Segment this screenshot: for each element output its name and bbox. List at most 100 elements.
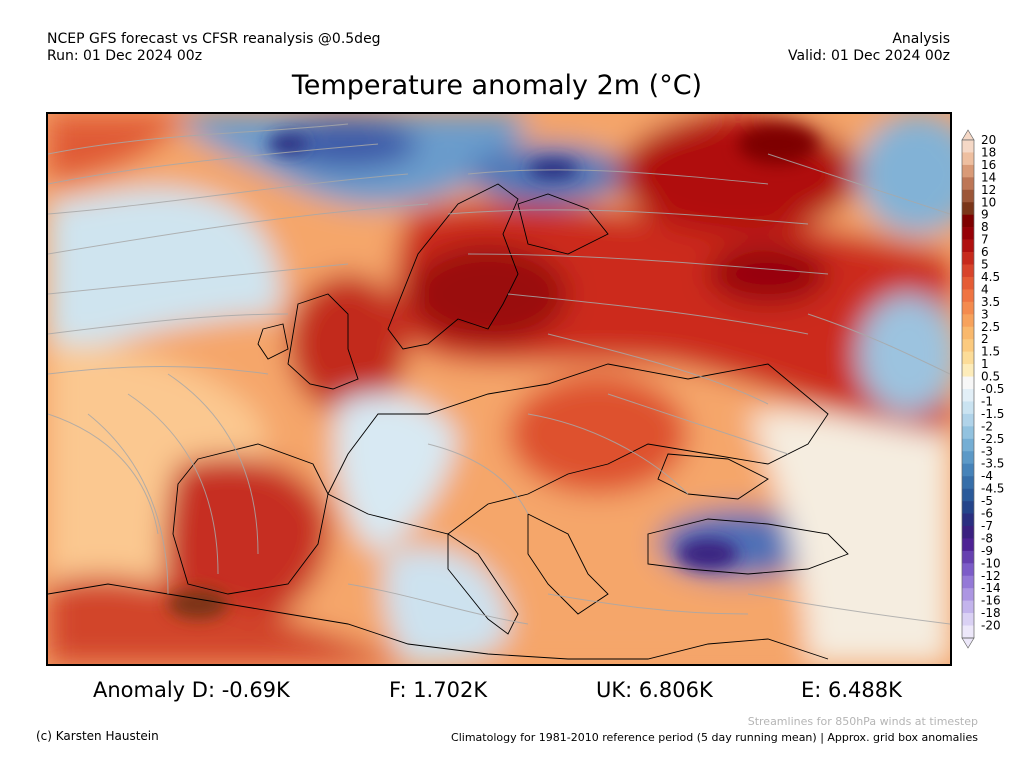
colorbar-swatch: [962, 351, 974, 365]
climatology-note: Climatology for 1981-2010 reference peri…: [451, 731, 978, 744]
colorbar-arrow-max: [961, 129, 975, 141]
colorbar-label: -2.5: [981, 432, 1004, 446]
colorbar-swatch: [962, 314, 974, 328]
colorbar-label: -4: [981, 469, 993, 483]
colorbar-label: 3.5: [981, 295, 1000, 309]
colorbar-label: 9: [981, 208, 989, 222]
colorbar-label: 0.5: [981, 370, 1000, 384]
colorbar-label: -12: [981, 569, 1001, 583]
colorbar-label: -20: [981, 619, 1001, 633]
colorbar-label: 18: [981, 145, 996, 159]
colorbar-label: -7: [981, 519, 993, 533]
colorbar-label: -1.5: [981, 407, 1004, 421]
analysis-label: Analysis: [892, 31, 950, 47]
colorbar-swatch: [962, 189, 974, 203]
colorbar-swatch: [962, 613, 974, 626]
run-time: Run: 01 Dec 2024 00z: [47, 48, 203, 64]
stat-uk: UK: 6.806K: [596, 678, 713, 702]
colorbar-swatch: [962, 538, 974, 552]
colorbar-swatch: [962, 488, 974, 502]
colorbar-label: 5: [981, 258, 989, 272]
colorbar-swatch: [962, 426, 974, 440]
colorbar-swatch: [962, 563, 974, 577]
anomaly-map: [46, 112, 952, 666]
model-description: NCEP GFS forecast vs CFSR reanalysis @0.…: [47, 31, 381, 47]
stat-england: E: 6.488K: [801, 678, 902, 702]
colorbar-swatch: [962, 239, 974, 253]
colorbar-frame: [961, 139, 975, 639]
colorbar-label: -16: [981, 594, 1001, 608]
colorbar-label: -3: [981, 444, 993, 458]
colorbar-swatch: [962, 438, 974, 452]
colorbar-label: 7: [981, 233, 989, 247]
colorbar-swatch: [962, 264, 974, 278]
colorbar-swatch: [962, 389, 974, 402]
colorbar-label: 4.5: [981, 270, 1000, 284]
colorbar-swatch: [962, 214, 974, 228]
colorbar-label: 4: [981, 282, 989, 296]
colorbar-swatch: [962, 476, 974, 489]
colorbar-swatch: [962, 401, 974, 415]
colorbar-label: 1: [981, 357, 989, 371]
colorbar-swatch: [962, 177, 974, 191]
colorbar-arrow-min: [961, 637, 975, 649]
anomaly-field: [48, 114, 950, 664]
colorbar-label: -10: [981, 556, 1001, 570]
colorbar-swatch: [962, 152, 974, 166]
colorbar-swatch: [962, 202, 974, 215]
header-right: Analysis Valid: 01 Dec 2024 00z: [788, 31, 950, 65]
map-title: Temperature anomaly 2m (°C): [291, 70, 703, 101]
colorbar-swatch: [962, 451, 974, 464]
colorbar-label: 16: [981, 158, 996, 172]
colorbar-label: 2.5: [981, 320, 1000, 334]
colorbar-label: -4.5: [981, 482, 1004, 496]
streamline-note: Streamlines for 850hPa winds at timestep: [747, 715, 978, 728]
colorbar-label: -2: [981, 419, 993, 433]
colorbar-swatch: [962, 276, 974, 290]
anomaly-stats: Anomaly D: -0.69K F: 1.702K UK: 6.806K E…: [0, 678, 1024, 708]
colorbar-label: 3: [981, 307, 989, 321]
credit: (c) Karsten Haustein: [36, 729, 159, 743]
colorbar-swatch: [962, 326, 974, 340]
colorbar-swatch: [962, 588, 974, 601]
colorbar-label: -18: [981, 606, 1001, 620]
colorbar-swatch: [962, 289, 974, 303]
colorbar-swatch: [962, 463, 974, 477]
colorbar-label: 20: [981, 133, 996, 147]
colorbar-label: -8: [981, 531, 993, 545]
colorbar-swatch: [962, 501, 974, 514]
colorbar-label: 2: [981, 332, 989, 346]
colorbar-label: -1: [981, 394, 993, 408]
valid-time: Valid: 01 Dec 2024 00z: [788, 48, 950, 64]
colorbar-swatch: [962, 164, 974, 178]
colorbar-swatch: [962, 625, 974, 639]
colorbar-label: 8: [981, 220, 989, 234]
colorbar-label: -0.5: [981, 382, 1004, 396]
colorbar: 20 18 16 14 12 10 9 8 7 6 5 4.5 4 3.5 3 2.5 2 1.5 1 0.5 -0.5…: [960, 128, 1020, 650]
colorbar-swatch: [962, 227, 974, 240]
colorbar-swatch: [962, 140, 974, 153]
colorbar-label: 12: [981, 183, 996, 197]
colorbar-label: -3.5: [981, 457, 1004, 471]
colorbar-swatch: [962, 550, 974, 564]
streamlines: [48, 123, 950, 625]
colorbar-graphic: 201816141210987654.543.532.521.510.5-0.5…: [961, 129, 1004, 649]
colorbar-swatch: [962, 513, 974, 527]
colorbar-label: 6: [981, 245, 989, 259]
colorbar-label: -9: [981, 544, 993, 558]
colorbar-swatch: [962, 600, 974, 614]
colorbar-swatch: [962, 525, 974, 539]
colorbar-swatch: [962, 339, 974, 352]
colorbar-label: 14: [981, 170, 996, 184]
colorbar-label: 10: [981, 195, 996, 209]
colorbar-label: -5: [981, 494, 993, 508]
colorbar-label: -6: [981, 507, 993, 521]
colorbar-swatch: [962, 301, 974, 315]
anomaly-map-graphic: [48, 114, 950, 664]
colorbar-label: 1.5: [981, 345, 1000, 359]
header-left: NCEP GFS forecast vs CFSR reanalysis @0.…: [47, 31, 381, 65]
stat-france: F: 1.702K: [389, 678, 488, 702]
stat-domain: Anomaly D: -0.69K: [93, 678, 290, 702]
colorbar-swatch: [962, 364, 974, 377]
colorbar-swatch: [962, 413, 974, 427]
